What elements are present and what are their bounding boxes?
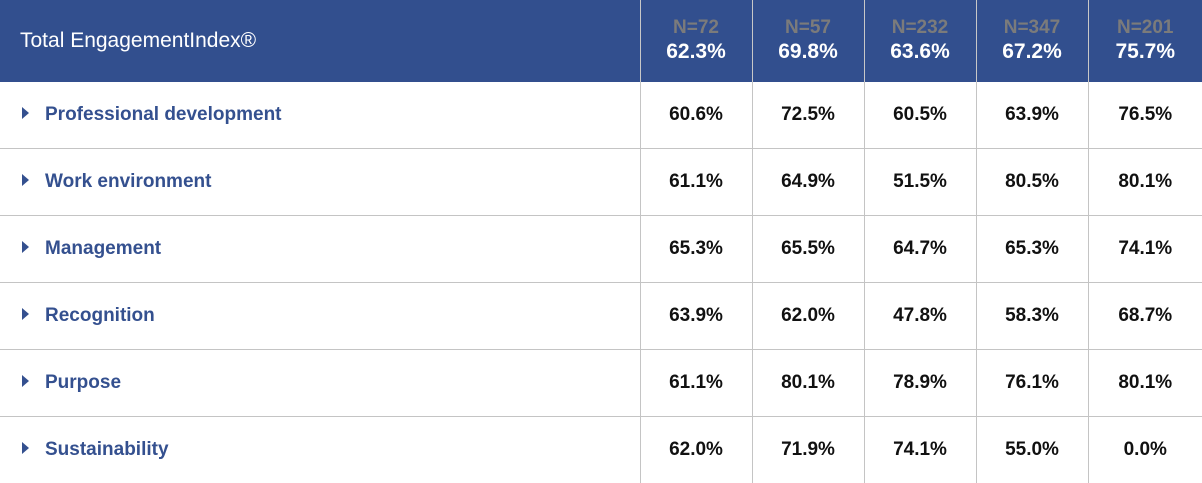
value-cell: 64.7% <box>864 216 976 283</box>
expand-row-toggle[interactable]: Professional development <box>0 82 640 149</box>
value-cell: 72.5% <box>752 82 864 149</box>
value-cell: 71.9% <box>752 417 864 483</box>
total-percent: 69.8% <box>753 39 864 65</box>
row-label: Recognition <box>45 305 155 326</box>
table-row: Recognition 63.9%62.0%47.8%58.3%68.7% <box>0 283 1202 350</box>
value-cell: 80.5% <box>976 149 1088 216</box>
sample-size: N=72 <box>641 17 752 39</box>
table-title: Total EngagementIndex® <box>0 0 640 82</box>
value-cell: 65.3% <box>976 216 1088 283</box>
value-cell: 61.1% <box>640 350 752 417</box>
value-cell: 62.0% <box>752 283 864 350</box>
value-cell: 63.9% <box>976 82 1088 149</box>
caret-right-icon <box>22 174 29 186</box>
value-cell: 51.5% <box>864 149 976 216</box>
value-cell: 78.9% <box>864 350 976 417</box>
row-label: Work environment <box>45 171 211 192</box>
expand-row-toggle[interactable]: Purpose <box>0 350 640 417</box>
expand-row-toggle[interactable]: Sustainability <box>0 417 640 483</box>
expand-row-toggle[interactable]: Work environment <box>0 149 640 216</box>
value-cell: 58.3% <box>976 283 1088 350</box>
row-label: Sustainability <box>45 439 169 460</box>
table-row: Work environment 61.1%64.9%51.5%80.5%80.1… <box>0 149 1202 216</box>
value-cell: 61.1% <box>640 149 752 216</box>
total-percent: 63.6% <box>865 39 976 65</box>
value-cell: 60.6% <box>640 82 752 149</box>
value-cell: 60.5% <box>864 82 976 149</box>
table-row: Sustainability 62.0%71.9%74.1%55.0%0.0% <box>0 417 1202 483</box>
value-cell: 80.1% <box>752 350 864 417</box>
table-row: Professional development 60.6%72.5%60.5%6… <box>0 82 1202 149</box>
value-cell: 76.5% <box>1088 82 1202 149</box>
row-label: Management <box>45 238 161 259</box>
row-label: Professional development <box>45 104 282 125</box>
sample-size: N=57 <box>753 17 864 39</box>
caret-right-icon <box>22 375 29 387</box>
value-cell: 55.0% <box>976 417 1088 483</box>
value-cell: 80.1% <box>1088 149 1202 216</box>
sample-size: N=347 <box>977 17 1088 39</box>
total-percent: 67.2% <box>977 39 1088 65</box>
total-percent: 75.7% <box>1089 39 1202 65</box>
value-cell: 65.5% <box>752 216 864 283</box>
caret-right-icon <box>22 241 29 253</box>
sample-size: N=232 <box>865 17 976 39</box>
value-cell: 64.9% <box>752 149 864 216</box>
value-cell: 0.0% <box>1088 417 1202 483</box>
value-cell: 65.3% <box>640 216 752 283</box>
row-label: Purpose <box>45 372 121 393</box>
value-cell: 76.1% <box>976 350 1088 417</box>
caret-right-icon <box>22 308 29 320</box>
caret-right-icon <box>22 442 29 454</box>
expand-row-toggle[interactable]: Recognition <box>0 283 640 350</box>
total-percent: 62.3% <box>641 39 752 65</box>
sample-size: N=201 <box>1089 17 1202 39</box>
value-cell: 74.1% <box>864 417 976 483</box>
value-cell: 47.8% <box>864 283 976 350</box>
value-cell: 63.9% <box>640 283 752 350</box>
caret-right-icon <box>22 107 29 119</box>
value-cell: 80.1% <box>1088 350 1202 417</box>
value-cell: 62.0% <box>640 417 752 483</box>
value-cell: 74.1% <box>1088 216 1202 283</box>
value-cell: 68.7% <box>1088 283 1202 350</box>
expand-row-toggle[interactable]: Management <box>0 216 640 283</box>
